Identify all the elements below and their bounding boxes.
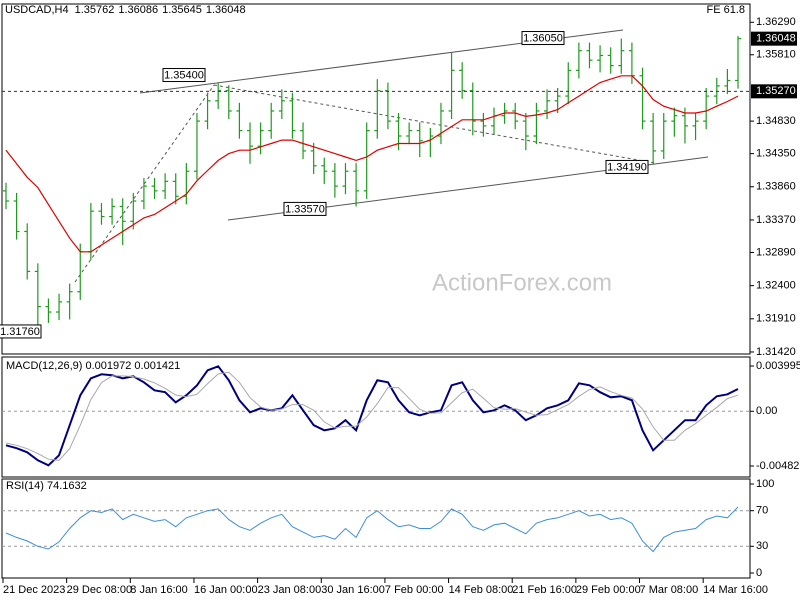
x-tick-label: 8 Jan 16:00: [130, 584, 188, 596]
x-tick-label: 29 Dec 08:00: [67, 584, 132, 596]
quote-low: 1.35645: [162, 4, 202, 16]
level-tag: [751, 84, 797, 99]
y-tick-label: 1.32890: [756, 246, 796, 258]
indicator-line: [5, 365, 739, 467]
price-panel: [1, 3, 751, 355]
y-tick-label: 1.33860: [756, 181, 796, 193]
chart-header: USDCAD,H4 1.35762 1.36086 1.35645 1.36048: [5, 4, 246, 16]
y-tick-label: 30: [756, 540, 768, 552]
price-label: 1.36048: [756, 33, 796, 45]
quote-open: 1.35762: [75, 4, 115, 16]
price-tag: [751, 31, 797, 46]
annotation-label: 1.31760: [0, 326, 40, 338]
y-tick-label: 0.003995: [756, 360, 800, 372]
x-tick-label: 14 Feb 08:00: [449, 584, 514, 596]
quote-close: 1.36048: [206, 4, 246, 16]
quote-high: 1.36086: [118, 4, 158, 16]
y-tick-label: 100: [756, 478, 774, 490]
rsi-panel: [1, 478, 751, 579]
x-tick-label: 7 Mar 08:00: [640, 584, 699, 596]
y-tick-label: 0: [756, 567, 762, 579]
indicator-line: [5, 371, 739, 461]
x-tick-label: 7 Feb 00:00: [385, 584, 444, 596]
y-tick-label: 1.34350: [756, 148, 796, 160]
y-tick-label: 1.35810: [756, 49, 796, 61]
indicator-line: [5, 506, 739, 553]
level-label: 1.35270: [756, 85, 796, 97]
annotation-label: 1.33570: [285, 203, 325, 215]
indicator-label: FE 61.8: [706, 4, 745, 16]
y-tick-label: -0.004826: [756, 460, 800, 472]
annotation-box: [521, 31, 565, 46]
annotation-box: [605, 159, 649, 174]
x-tick-label: 30 Jan 16:00: [321, 584, 385, 596]
annotation-label: 1.36050: [523, 32, 563, 44]
macd-panel: [1, 356, 751, 478]
y-tick-label: 1.36290: [756, 16, 796, 28]
annotation-box: [0, 324, 42, 339]
symbol: USDCAD,H4: [5, 4, 69, 16]
y-tick-label: 1.31910: [756, 313, 796, 325]
moving-average: [5, 75, 739, 253]
x-tick-label: 16 Jan 00:00: [194, 584, 258, 596]
fib-line: [213, 84, 656, 164]
rsi-title: RSI(14) 74.1632: [6, 480, 87, 492]
y-tick-label: 1.31420: [756, 346, 796, 358]
y-tick-label: 0.00: [756, 405, 777, 417]
watermark: ActionForex.com: [432, 269, 612, 296]
y-tick-label: 70: [756, 505, 768, 517]
annotation-label: 1.35400: [164, 69, 204, 81]
annotation-box: [283, 201, 327, 216]
x-tick-label: 29 Feb 00:00: [576, 584, 641, 596]
x-tick-label: 21 Feb 16:00: [512, 584, 577, 596]
y-tick-label: 1.34830: [756, 115, 796, 127]
x-tick-label: 21 Dec 2023: [3, 584, 65, 596]
x-tick-label: 14 Mar 16:00: [703, 584, 768, 596]
y-tick-label: 1.33370: [756, 214, 796, 226]
macd-title: MACD(12,26,9) 0.001972 0.001421: [6, 360, 180, 372]
y-tick-label: 1.32400: [756, 280, 796, 292]
annotation-label: 1.34190: [607, 161, 647, 173]
annotation-box: [162, 68, 206, 83]
x-tick-label: 23 Jan 08:00: [258, 584, 322, 596]
